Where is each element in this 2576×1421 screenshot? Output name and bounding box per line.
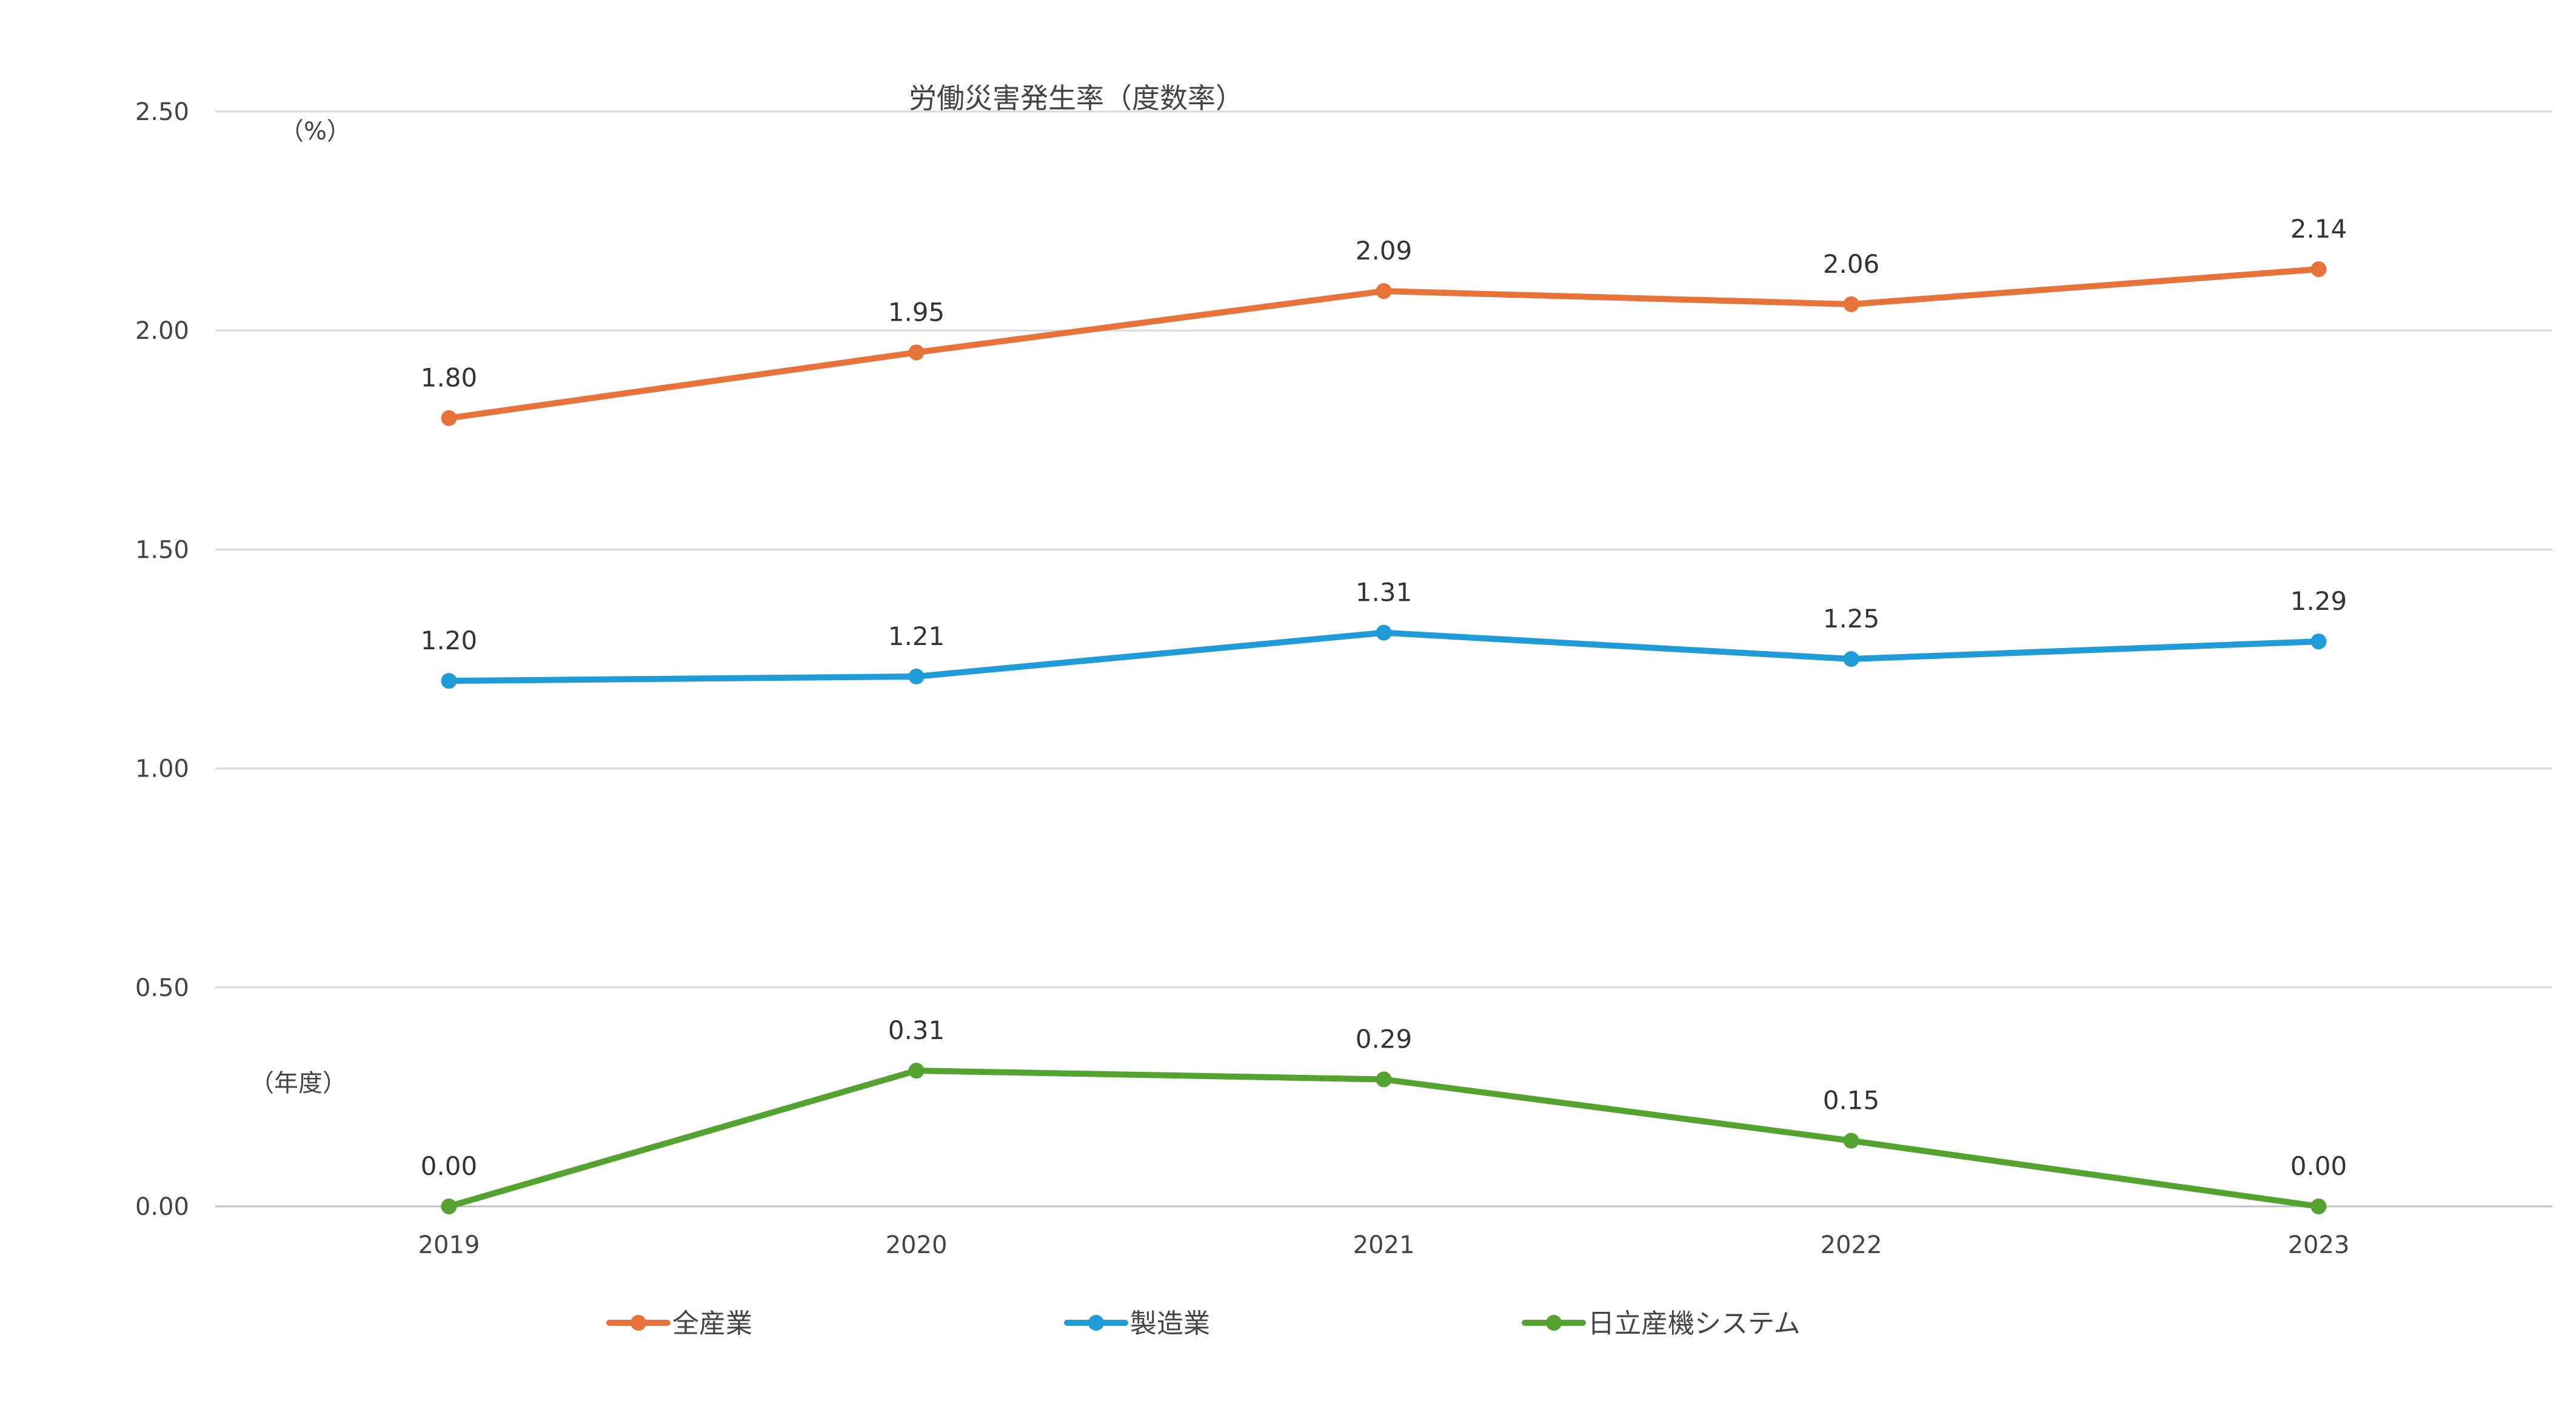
x-tick-label: 2019: [418, 1231, 480, 1259]
series-group: [441, 261, 2327, 1214]
legend-item: 日立産機システム: [1522, 1308, 1801, 1339]
series-2: [441, 624, 2327, 689]
data-label: 0.29: [1356, 1025, 1413, 1054]
legend: 全産業 製造業 日立産機システム: [606, 1308, 1801, 1339]
legend-label: 日立産機システム: [1588, 1308, 1801, 1339]
data-point: [441, 1199, 457, 1214]
data-label: 1.21: [888, 621, 945, 651]
data-point: [1843, 651, 1859, 667]
data-label: 2.09: [1356, 236, 1413, 266]
legend-item: 製造業: [1064, 1308, 1210, 1339]
data-point: [1843, 296, 1859, 312]
x-tick-label: 2023: [2288, 1231, 2350, 1259]
data-label: 2.14: [2290, 214, 2347, 244]
gridlines: [215, 110, 2552, 1208]
data-label: 1.95: [888, 297, 945, 327]
legend-label: 全産業: [672, 1308, 752, 1339]
legend-marker: [1088, 1315, 1104, 1331]
data-point: [2310, 261, 2327, 278]
data-point: [908, 668, 925, 684]
data-label: 2.06: [1823, 249, 1880, 279]
data-label: 0.00: [2290, 1151, 2347, 1181]
legend-marker: [1546, 1315, 1562, 1331]
legend-marker: [631, 1315, 646, 1331]
series-3: [441, 1063, 2327, 1214]
legend-item: 全産業: [606, 1308, 752, 1339]
y-tick-label: 2.00: [135, 317, 189, 345]
data-label: 0.31: [888, 1015, 945, 1045]
x-tick-label: 2022: [1821, 1231, 1882, 1259]
data-label: 1.80: [421, 363, 478, 393]
y-tick-label: 2.50: [135, 98, 189, 126]
data-point: [908, 1063, 925, 1079]
x-tick-label: 2021: [1353, 1231, 1415, 1259]
data-labels: 1.80 1.95 2.09 2.06 2.14 1.20 1.21 1.31 1.25 1.29…: [421, 214, 2347, 1181]
x-axis-ticks: 2019 2020 2021 2022 2023: [418, 1231, 2350, 1259]
data-label: 1.29: [2290, 586, 2347, 616]
data-point: [2310, 634, 2327, 650]
data-label: 1.25: [1823, 604, 1880, 634]
y-tick-label: 0.50: [135, 974, 189, 1002]
y-axis-ticks: 0.00 0.50 1.00 1.50 2.00 2.50: [135, 98, 189, 1221]
series-1: [441, 261, 2327, 426]
data-point: [1376, 1071, 1392, 1088]
data-point: [1376, 624, 1392, 641]
data-label: 0.15: [1823, 1086, 1880, 1115]
data-point: [1843, 1132, 1859, 1149]
data-point: [441, 673, 457, 689]
x-axis-unit-label: （年度）: [250, 1069, 347, 1097]
y-axis-unit-label: （%）: [279, 118, 351, 145]
y-tick-label: 0.00: [135, 1193, 189, 1221]
data-point: [441, 410, 457, 426]
y-tick-label: 1.00: [135, 755, 189, 783]
data-point: [1376, 283, 1392, 299]
data-point: [2310, 1199, 2327, 1214]
data-label: 1.31: [1356, 578, 1413, 607]
legend-label: 製造業: [1130, 1308, 1210, 1339]
data-point: [908, 344, 925, 361]
x-tick-label: 2020: [886, 1231, 948, 1259]
chart-title: 労働災害発生率（度数率）: [909, 82, 1243, 115]
y-tick-label: 1.50: [135, 536, 189, 564]
series-line: [446, 1068, 2322, 1209]
data-label: 0.00: [421, 1151, 478, 1181]
data-label: 1.20: [421, 626, 478, 655]
